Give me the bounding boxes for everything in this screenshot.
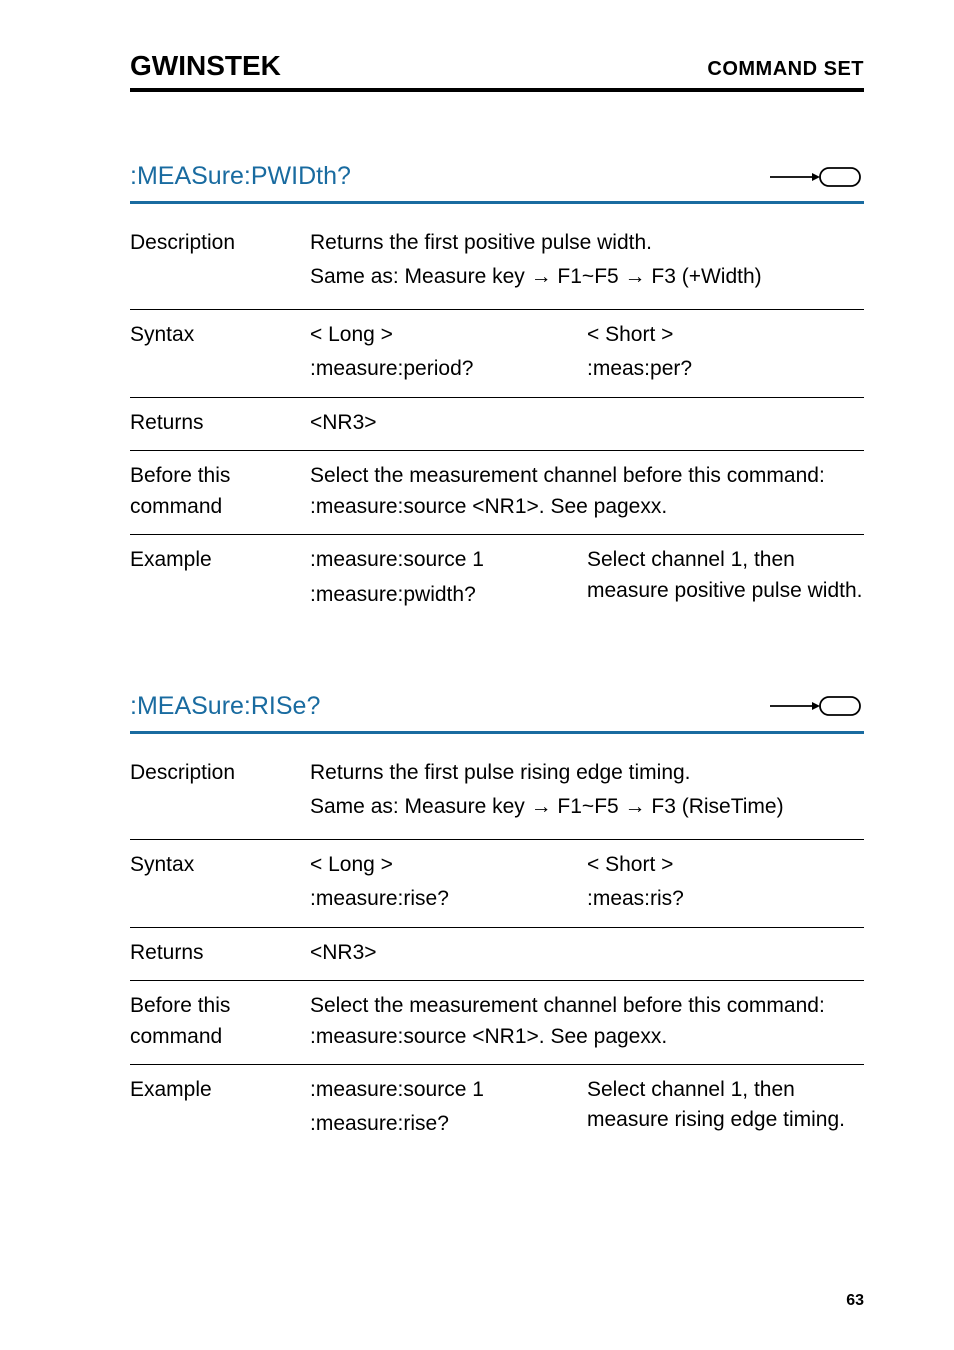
before-row: Before this command Select the measureme… [130, 981, 864, 1065]
before-row: Before this command Select the measureme… [130, 451, 864, 535]
command-header: :MEASure:PWIDth? [130, 162, 864, 204]
example-command: :measure:source 1 [310, 1075, 587, 1105]
syntax-row: Syntax < Long > < Short > :measure:rise?… [130, 840, 864, 928]
row-label: Example [130, 1075, 310, 1140]
brand-logo: GWINSTEK [130, 50, 281, 82]
syntax-long-header: < Long > [310, 320, 587, 350]
row-content: :measure:source 1 :measure:pwidth? Selec… [310, 545, 864, 610]
command-block: :MEASure:PWIDth? Description Returns the… [130, 162, 864, 622]
query-icon [768, 694, 864, 718]
description-row: Description Returns the first positive p… [130, 218, 864, 310]
row-content: Select the measurement channel before th… [310, 991, 864, 1052]
row-label: Returns [130, 408, 310, 438]
row-content: Select the measurement channel before th… [310, 461, 864, 522]
row-content: < Long > < Short > :measure:period? :mea… [310, 320, 864, 385]
syntax-long-value: :measure:period? [310, 354, 587, 384]
page-header: GWINSTEK COMMAND SET [130, 50, 864, 92]
example-row: Example :measure:source 1 :measure:rise?… [130, 1065, 864, 1152]
syntax-row: Syntax < Long > < Short > :measure:perio… [130, 310, 864, 398]
command-name: :MEASure:RISe? [130, 692, 320, 721]
example-result: Select channel 1, then measure rising ed… [587, 1075, 864, 1140]
page-number: 63 [846, 1292, 864, 1310]
syntax-long-value: :measure:rise? [310, 884, 587, 914]
description-text: Returns the first pulse rising edge timi… [310, 758, 864, 788]
row-label: Example [130, 545, 310, 610]
example-command: :measure:source 1 [310, 545, 587, 575]
syntax-short-header: < Short > [587, 850, 864, 880]
returns-row: Returns <NR3> [130, 398, 864, 451]
row-content: < Long > < Short > :measure:rise? :meas:… [310, 850, 864, 915]
section-title: COMMAND SET [707, 58, 864, 81]
row-label: Syntax [130, 850, 310, 915]
row-content: <NR3> [310, 938, 864, 968]
example-result: Select channel 1, then measure positive … [587, 545, 864, 610]
syntax-long-header: < Long > [310, 850, 587, 880]
query-icon [768, 165, 864, 189]
command-header: :MEASure:RISe? [130, 692, 864, 734]
row-label: Before this command [130, 461, 310, 522]
syntax-short-value: :meas:ris? [587, 884, 864, 914]
example-command: :measure:rise? [310, 1109, 587, 1139]
row-label: Description [130, 228, 310, 297]
description-text: Same as: Measure key → F1~F5 → F3 (RiseT… [310, 792, 864, 822]
row-label: Before this command [130, 991, 310, 1052]
row-content: Returns the first positive pulse width. … [310, 228, 864, 297]
syntax-short-value: :meas:per? [587, 354, 864, 384]
row-content: Returns the first pulse rising edge timi… [310, 758, 864, 827]
description-row: Description Returns the first pulse risi… [130, 748, 864, 840]
syntax-short-header: < Short > [587, 320, 864, 350]
row-label: Returns [130, 938, 310, 968]
example-row: Example :measure:source 1 :measure:pwidt… [130, 535, 864, 622]
description-text: Returns the first positive pulse width. [310, 228, 864, 258]
row-label: Syntax [130, 320, 310, 385]
returns-row: Returns <NR3> [130, 928, 864, 981]
row-label: Description [130, 758, 310, 827]
example-command: :measure:pwidth? [310, 580, 587, 610]
command-block: :MEASure:RISe? Description Returns the f… [130, 692, 864, 1152]
command-name: :MEASure:PWIDth? [130, 162, 351, 191]
description-text: Same as: Measure key → F1~F5 → F3 (+Widt… [310, 262, 864, 292]
row-content: <NR3> [310, 408, 864, 438]
row-content: :measure:source 1 :measure:rise? Select … [310, 1075, 864, 1140]
